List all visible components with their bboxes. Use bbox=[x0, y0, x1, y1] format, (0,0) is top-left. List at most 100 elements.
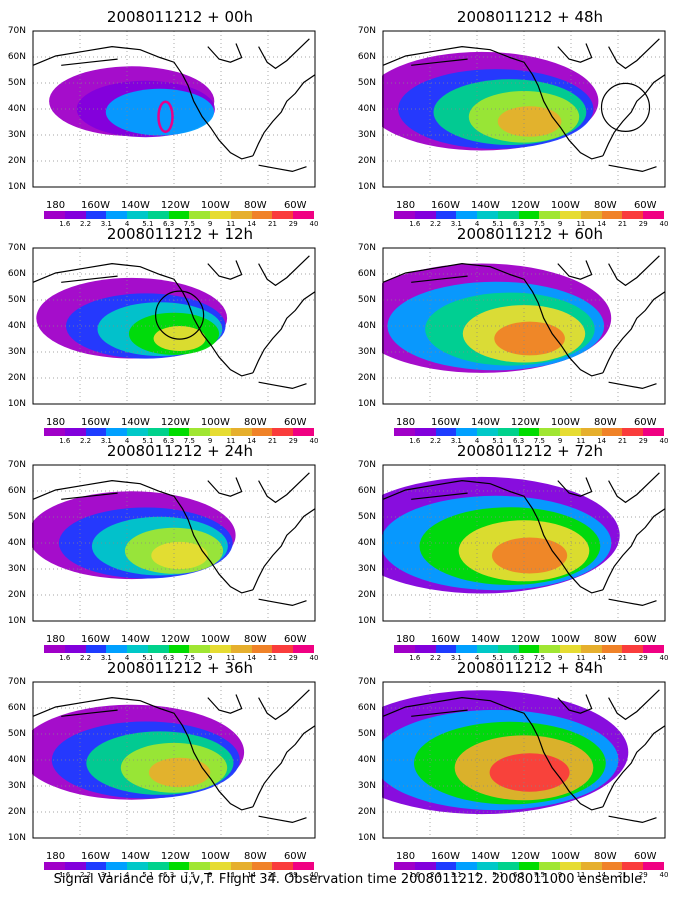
colorbar-label: 2.2 bbox=[79, 437, 92, 445]
lon-label: 60W bbox=[283, 200, 307, 211]
colorbar bbox=[44, 428, 315, 436]
lon-label: 140W bbox=[120, 634, 150, 645]
lat-label: 50N bbox=[7, 78, 26, 88]
lon-label: 120W bbox=[160, 851, 190, 862]
colorbar-label: 1.6 bbox=[59, 437, 71, 445]
colorbar bbox=[394, 211, 665, 219]
colorbar-swatch bbox=[497, 428, 520, 436]
panel-title: 2008011212 + 48h bbox=[456, 8, 604, 26]
colorbar-label: 6.3 bbox=[513, 437, 525, 445]
colorbar-swatch bbox=[394, 645, 416, 653]
colorbar-swatch bbox=[210, 428, 232, 436]
colorbar-label: 5.1 bbox=[492, 220, 504, 228]
colorbar-label: 5.1 bbox=[492, 437, 504, 445]
colorbar-swatch bbox=[601, 428, 623, 436]
colorbar-swatch bbox=[643, 428, 665, 436]
coastline bbox=[557, 694, 593, 714]
colorbar-label: 1.6 bbox=[409, 871, 421, 879]
colorbar-label: 40 bbox=[309, 437, 319, 445]
colorbar-label: 40 bbox=[309, 220, 319, 228]
colorbar-label: 11 bbox=[576, 437, 586, 445]
colorbar-label: 9 bbox=[207, 220, 213, 228]
colorbar-swatch bbox=[435, 428, 457, 436]
colorbar-label: 7.5 bbox=[183, 437, 195, 445]
colorbar bbox=[44, 645, 315, 653]
colorbar-swatch bbox=[518, 211, 540, 219]
coastline bbox=[608, 598, 657, 607]
lon-label: 140W bbox=[470, 851, 500, 862]
colorbar-label: 9 bbox=[557, 654, 563, 662]
variance-map bbox=[32, 247, 316, 405]
lat-label: 30N bbox=[357, 781, 376, 791]
lon-label: 160W bbox=[431, 634, 460, 645]
lat-label: 40N bbox=[7, 104, 26, 114]
lat-label: 70N bbox=[357, 243, 376, 253]
colorbar-label: 4 bbox=[474, 437, 480, 445]
colorbar-swatch bbox=[394, 428, 416, 436]
lat-label: 50N bbox=[357, 78, 376, 88]
lon-label: 80W bbox=[243, 417, 267, 428]
colorbar-label: 21 bbox=[267, 220, 277, 228]
lat-label: 10N bbox=[357, 616, 376, 626]
colorbar-label: 4 bbox=[124, 437, 130, 445]
lon-label: 140W bbox=[120, 417, 150, 428]
lat-label: 20N bbox=[7, 373, 26, 383]
colorbar-swatch bbox=[230, 645, 253, 653]
colorbar-label: 3.1 bbox=[450, 437, 462, 445]
colorbar-label: 40 bbox=[309, 871, 319, 879]
colorbar-label: 29 bbox=[638, 871, 648, 879]
panel-title: 2008011212 + 60h bbox=[456, 225, 604, 243]
coastline bbox=[61, 709, 118, 717]
colorbar-label: 40 bbox=[659, 871, 669, 879]
colorbar-label: 21 bbox=[267, 437, 277, 445]
lat-label: 30N bbox=[357, 347, 376, 357]
colorbar-swatch bbox=[539, 862, 561, 870]
colorbar-swatch bbox=[147, 645, 170, 653]
lon-label: 180 bbox=[396, 851, 416, 862]
colorbar-swatch bbox=[435, 645, 457, 653]
variance-contour bbox=[494, 321, 565, 356]
colorbar-label: 6.3 bbox=[163, 220, 175, 228]
lat-label: 40N bbox=[7, 755, 26, 765]
colorbar-label: 7.5 bbox=[533, 220, 545, 228]
colorbar-label: 4 bbox=[124, 654, 130, 662]
panel-title: 2008011212 + 72h bbox=[456, 442, 604, 460]
colorbar-swatch bbox=[189, 862, 211, 870]
lon-label: 60W bbox=[283, 417, 307, 428]
colorbar-swatch bbox=[85, 428, 107, 436]
coastline bbox=[61, 58, 118, 66]
colorbar-swatch bbox=[168, 862, 190, 870]
colorbar-swatch bbox=[643, 862, 665, 870]
colorbar-label: 6.3 bbox=[513, 871, 525, 879]
coastline bbox=[411, 58, 468, 66]
lat-label: 70N bbox=[357, 26, 376, 36]
coastline bbox=[602, 291, 666, 374]
colorbar-swatch bbox=[293, 428, 315, 436]
colorbar-label: 40 bbox=[659, 437, 669, 445]
coastline bbox=[258, 164, 307, 173]
colorbar-swatch bbox=[85, 862, 107, 870]
lon-label: 60W bbox=[283, 634, 307, 645]
coastline bbox=[207, 43, 243, 63]
colorbar-label: 11 bbox=[576, 220, 586, 228]
colorbar-swatch bbox=[601, 211, 623, 219]
colorbar-label: 11 bbox=[226, 871, 236, 879]
lon-label: 120W bbox=[510, 200, 540, 211]
lon-label: 60W bbox=[633, 417, 657, 428]
map-panel: 2008011212 + 36h 70N 60N 50N 40N 30N 20N 10N 180… bbox=[8, 659, 330, 879]
colorbar-swatch bbox=[560, 211, 582, 219]
colorbar-swatch bbox=[456, 645, 478, 653]
lat-label: 10N bbox=[7, 399, 26, 409]
colorbar-swatch bbox=[394, 211, 416, 219]
coastline bbox=[608, 381, 657, 390]
lon-label: 180 bbox=[46, 417, 66, 428]
colorbar-label: 1.6 bbox=[59, 871, 71, 879]
lat-label: 20N bbox=[357, 807, 376, 817]
lat-label: 50N bbox=[7, 729, 26, 739]
colorbar-swatch bbox=[147, 862, 170, 870]
lon-label: 180 bbox=[396, 200, 416, 211]
lon-label: 100W bbox=[550, 200, 580, 211]
colorbar-swatch bbox=[435, 862, 457, 870]
colorbar-label: 4 bbox=[124, 220, 130, 228]
colorbar-label: 11 bbox=[226, 654, 236, 662]
